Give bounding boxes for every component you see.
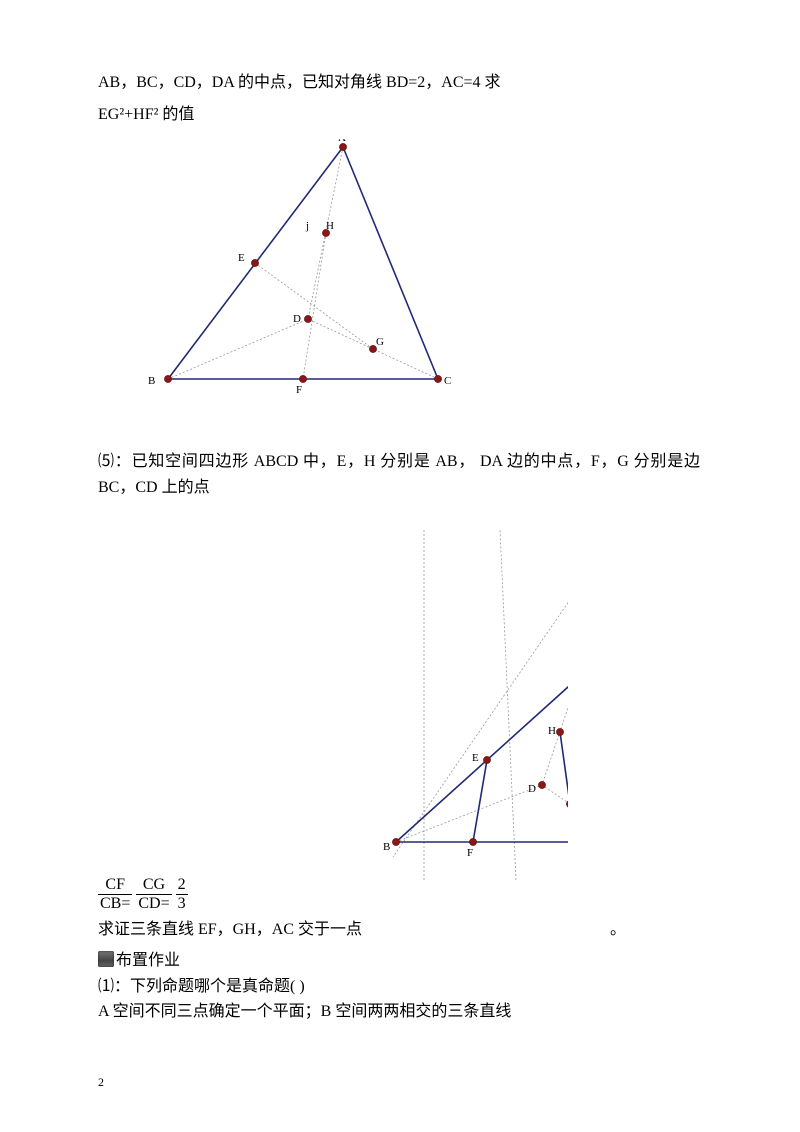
svg-text:E: E (472, 752, 479, 764)
svg-text:G: G (376, 336, 384, 348)
hw-q1-marker: ⑴： (98, 978, 130, 995)
hw-q1-optA: A 空间不同三点确定一个平面；B 空间两两相交的三条直线 (98, 999, 700, 1025)
figure-5: ABCDEFGH (138, 512, 700, 882)
problem5-body: 已知空间四边形 ABCD 中，E，H 分别是 AB， DA 边的中点，F，G 分… (98, 453, 700, 496)
svg-text:H: H (548, 725, 556, 737)
svg-text:E: E (238, 252, 245, 264)
ratio-line: CFCB= CGCD= 23 (98, 876, 700, 912)
hw-q1-line: ⑴：下列命题哪个是真命题( ) (98, 974, 700, 1000)
hw-q1-text: 下列命题哪个是真命题( ) (130, 978, 305, 995)
svg-text:C: C (444, 375, 451, 387)
book-icon (98, 951, 114, 967)
svg-text:B: B (383, 841, 390, 853)
frac3-num: 2 (176, 876, 188, 895)
conclude-period: 。 (610, 921, 626, 938)
problem4-line1: AB，BC，CD，DA 的中点，已知对角线 BD=2，AC=4 求 (98, 70, 700, 96)
svg-text:j: j (305, 220, 309, 232)
problem5-text: ⑸：已知空间四边形 ABCD 中，E，H 分别是 AB， DA 边的中点，F，G… (98, 449, 700, 500)
frac2-num: CG (136, 876, 171, 895)
homework-title-line: 布置作业 (98, 948, 700, 974)
svg-text:F: F (296, 384, 302, 396)
svg-text:F: F (467, 847, 473, 859)
page-number: 2 (98, 1073, 104, 1092)
frac1-den: CB= (98, 895, 132, 913)
figure-4: A B C D E F G Hj (98, 139, 700, 409)
frac2-den: CD= (136, 895, 171, 913)
svg-text:H: H (326, 220, 334, 232)
svg-text:A: A (338, 139, 346, 144)
conclude-text: 求证三条直线 EF，GH，AC 交于一点 (98, 921, 362, 938)
svg-text:D: D (293, 313, 301, 325)
conclude-line: 求证三条直线 EF，GH，AC 交于一点 。 (98, 917, 700, 943)
problem4-line2: EG²+HF² 的值 (98, 102, 700, 128)
frac3-den: 3 (176, 895, 188, 913)
problem5-marker: ⑸： (98, 453, 132, 470)
frac1-num: CF (98, 876, 132, 895)
svg-text:B: B (148, 375, 155, 387)
svg-text:D: D (528, 783, 536, 795)
homework-title: 布置作业 (116, 952, 180, 969)
